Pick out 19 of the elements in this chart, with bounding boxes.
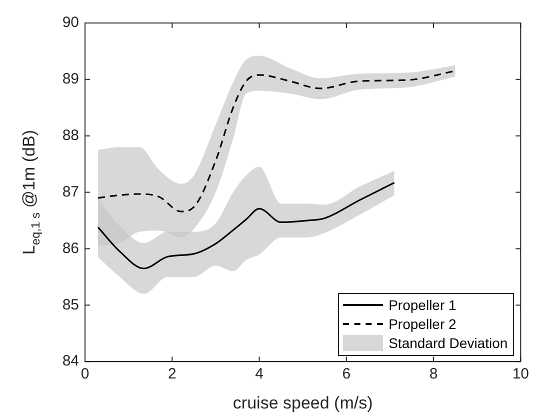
y-tick-label: 84 [62, 352, 79, 370]
x-axis-title: cruise speed (m/s) [232, 393, 373, 412]
x-tick-label: 8 [429, 366, 438, 383]
x-tick-label: 10 [512, 366, 529, 383]
y-tick-label: 87 [62, 183, 79, 200]
annotation: Standard Deviation [388, 335, 508, 352]
y-tick-label: 85 [62, 296, 79, 314]
x-tick-label: 4 [255, 366, 264, 383]
legend-label: Propeller 2 [388, 316, 456, 332]
x-tick-label: 0 [80, 366, 90, 383]
line-series [97, 182, 396, 270]
y-tick-label: 88 [62, 127, 79, 144]
x-tick-label: 6 [342, 366, 351, 383]
y-tick-label: 86 [62, 240, 79, 257]
y-tick-label: 90 [62, 14, 79, 32]
x-tick-label: 2 [168, 366, 176, 383]
y-tick-label: 89 [62, 70, 79, 88]
legend-label: Propeller 1 [388, 297, 456, 314]
y-axis-title: Leq,1 s @1m (dB) [20, 130, 42, 255]
